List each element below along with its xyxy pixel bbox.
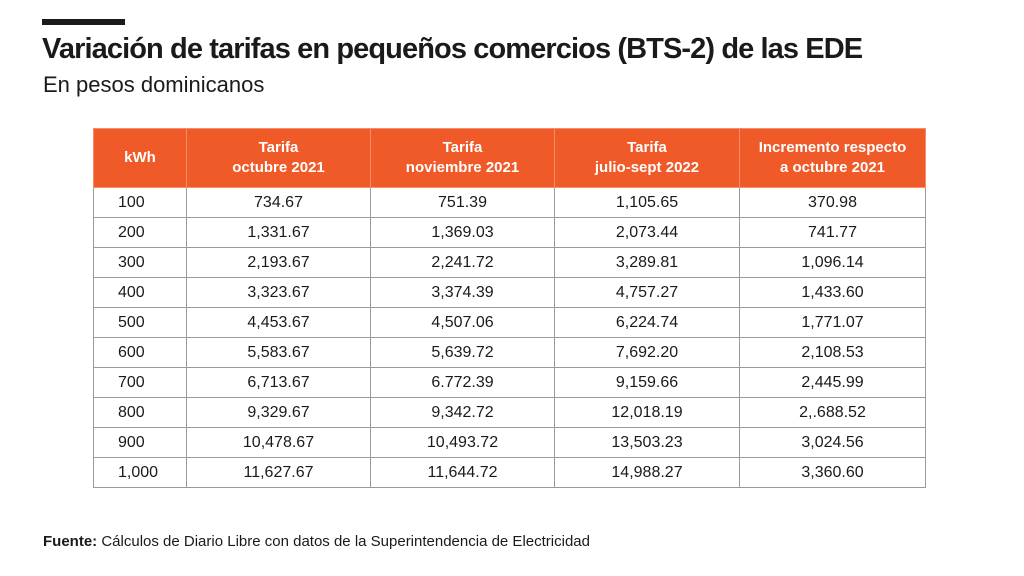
column-header-line: Tarifa (442, 139, 483, 156)
cell-kwh: 900 (93, 427, 187, 458)
cell-tarifa-julio-sept-2022: 12,018.19 (554, 397, 740, 428)
cell-tarifa-noviembre-2021: 6.772.39 (370, 367, 555, 398)
cell-tarifa-noviembre-2021: 9,342.72 (370, 397, 555, 428)
cell-tarifa-octubre-2021: 10,478.67 (186, 427, 371, 458)
cell-tarifa-octubre-2021: 11,627.67 (186, 457, 371, 488)
table-row: 300 2,193.67 2,241.72 3,289.81 1,096.14 (93, 247, 926, 278)
cell-tarifa-octubre-2021: 5,583.67 (186, 337, 371, 368)
cell-tarifa-octubre-2021: 6,713.67 (186, 367, 371, 398)
cell-tarifa-noviembre-2021: 3,374.39 (370, 277, 555, 308)
cell-incremento: 370.98 (739, 187, 926, 218)
cell-tarifa-julio-sept-2022: 7,692.20 (554, 337, 740, 368)
cell-tarifa-julio-sept-2022: 3,289.81 (554, 247, 740, 278)
table-row: 1,000 11,627.67 11,644.72 14,988.27 3,360.60 (93, 457, 926, 488)
cell-kwh: 1,000 (93, 457, 187, 488)
cell-tarifa-julio-sept-2022: 6,224.74 (554, 307, 740, 338)
source-label: Fuente: (43, 533, 98, 550)
cell-tarifa-julio-sept-2022: 14,988.27 (554, 457, 740, 488)
table-row: 900 10,478.67 10,493.72 13,503.23 3,024.56 (93, 427, 926, 458)
cell-tarifa-noviembre-2021: 751.39 (370, 187, 555, 218)
cell-tarifa-octubre-2021: 2,193.67 (186, 247, 371, 278)
cell-incremento: 741.77 (739, 217, 926, 248)
source-text: Cálculos de Diario Libre con datos de la… (97, 533, 590, 550)
cell-kwh: 600 (93, 337, 187, 368)
column-header-line: Tarifa (627, 139, 667, 156)
header-kwh: kWh (93, 128, 187, 188)
cell-tarifa-octubre-2021: 4,453.67 (186, 307, 371, 338)
table-row: 700 6,713.67 6.772.39 9,159.66 2,445.99 (93, 367, 926, 398)
table-row: 100 734.67 751.39 1,105.65 370.98 (93, 187, 926, 218)
cell-tarifa-noviembre-2021: 1,369.03 (370, 217, 555, 248)
chart-subtitle: En pesos dominicanos (43, 72, 265, 97)
column-header-line: noviembre 2021 (405, 159, 520, 176)
cell-incremento: 2,108.53 (739, 337, 926, 368)
table-body: 100 734.67 751.39 1,105.65 370.98 200 1,331.67… (93, 187, 926, 488)
cell-incremento: 3,024.56 (739, 427, 926, 458)
cell-tarifa-octubre-2021: 3,323.67 (186, 277, 371, 308)
cell-tarifa-noviembre-2021: 11,644.72 (370, 457, 555, 488)
cell-kwh: 800 (93, 397, 187, 428)
cell-tarifa-noviembre-2021: 10,493.72 (370, 427, 555, 458)
column-header-line: Tarifa (258, 139, 299, 156)
cell-kwh: 100 (93, 187, 187, 218)
cell-kwh: 500 (93, 307, 187, 338)
cell-tarifa-julio-sept-2022: 1,105.65 (554, 187, 740, 218)
cell-tarifa-noviembre-2021: 2,241.72 (370, 247, 555, 278)
cell-kwh: 200 (93, 217, 187, 248)
cell-kwh: 400 (93, 277, 187, 308)
header-tarifa-octubre-2021: Tarifa octubre 2021 (186, 128, 371, 188)
table-header-row: kWh Tarifa octubre 2021 Tarifa noviembre 202… (93, 128, 926, 188)
column-header-line: kWh (124, 149, 156, 166)
column-header-line: julio-sept 2022 (594, 159, 700, 176)
cell-kwh: 300 (93, 247, 187, 278)
cell-tarifa-octubre-2021: 1,331.67 (186, 217, 371, 248)
header-tarifa-julio-sept-2022: Tarifa julio-sept 2022 (554, 128, 740, 188)
cell-tarifa-noviembre-2021: 5,639.72 (370, 337, 555, 368)
chart-title: Variación de tarifas en pequeños comerci… (42, 33, 863, 65)
cell-incremento: 2,.688.52 (739, 397, 926, 428)
cell-tarifa-julio-sept-2022: 9,159.66 (554, 367, 740, 398)
cell-incremento: 1,771.07 (739, 307, 926, 338)
table-row: 800 9,329.67 9,342.72 12,018.19 2,.688.52 (93, 397, 926, 428)
header-incremento: Incremento respecto a octubre 2021 (739, 128, 926, 188)
source-note: Fuente: Cálculos de Diario Libre con dat… (43, 533, 590, 550)
cell-tarifa-octubre-2021: 734.67 (186, 187, 371, 218)
tariff-table: kWh Tarifa octubre 2021 Tarifa noviembre 202… (93, 128, 926, 488)
cell-incremento: 1,433.60 (739, 277, 926, 308)
table-row: 400 3,323.67 3,374.39 4,757.27 1,433.60 (93, 277, 926, 308)
column-header-line: octubre 2021 (232, 159, 325, 176)
column-header-line: a octubre 2021 (779, 159, 886, 176)
table-row: 200 1,331.67 1,369.03 2,073.44 741.77 (93, 217, 926, 248)
cell-kwh: 700 (93, 367, 187, 398)
cell-tarifa-noviembre-2021: 4,507.06 (370, 307, 555, 338)
cell-incremento: 2,445.99 (739, 367, 926, 398)
cell-incremento: 3,360.60 (739, 457, 926, 488)
cell-tarifa-julio-sept-2022: 4,757.27 (554, 277, 740, 308)
cell-incremento: 1,096.14 (739, 247, 926, 278)
cell-tarifa-julio-sept-2022: 2,073.44 (554, 217, 740, 248)
table-row: 500 4,453.67 4,507.06 6,224.74 1,771.07 (93, 307, 926, 338)
header-tarifa-noviembre-2021: Tarifa noviembre 2021 (370, 128, 555, 188)
cell-tarifa-julio-sept-2022: 13,503.23 (554, 427, 740, 458)
title-accent-rule (42, 19, 125, 25)
cell-tarifa-octubre-2021: 9,329.67 (186, 397, 371, 428)
column-header-line: Incremento respecto (758, 139, 907, 156)
table-row: 600 5,583.67 5,639.72 7,692.20 2,108.53 (93, 337, 926, 368)
